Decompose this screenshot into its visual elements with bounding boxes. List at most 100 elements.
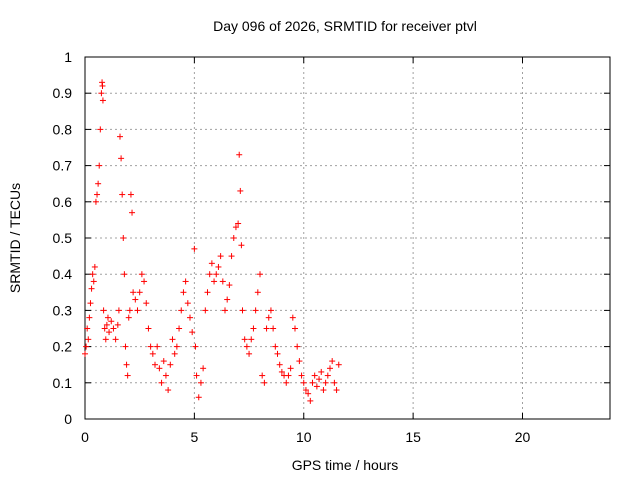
y-tick-label: 0.3 [53,302,73,318]
y-tick-label: 0.8 [53,121,73,137]
data-point [278,368,285,375]
data-point [125,314,132,321]
data-point [320,387,327,394]
data-point [184,300,191,307]
data-point [276,361,283,368]
data-point [89,271,96,278]
data-point [296,358,303,365]
data-point [333,387,340,394]
data-point [94,191,101,198]
data-point [197,379,204,386]
data-point [145,325,152,332]
data-point [147,343,154,350]
data-point [252,307,259,314]
data-points [82,79,342,404]
data-point [331,379,338,386]
data-point [169,336,176,343]
data-point [274,350,281,357]
grid-lines [85,57,610,419]
data-point [250,325,257,332]
data-point [95,180,102,187]
chart-title: Day 096 of 2026, SRMTID for receiver ptv… [213,18,477,34]
data-point [257,271,263,278]
data-point [156,365,163,372]
data-point [241,336,248,343]
axis-ticks: 0 5 10 15 20 0 0.1 0.2 0.3 0.4 0.5 0.6 0.7 0.8 0.9 1 [53,49,610,445]
y-tick-label: 0.2 [53,339,73,355]
data-point [180,289,187,296]
y-tick-label: 1 [64,49,72,65]
data-point [289,314,296,321]
data-point [283,379,290,386]
data-point [110,325,117,332]
data-point [329,358,336,365]
data-point [192,343,199,350]
data-point [287,365,294,372]
data-point [165,387,172,394]
data-point [189,329,196,336]
data-point [99,97,106,104]
data-point [82,350,88,357]
data-point [160,358,167,365]
data-point [154,343,161,350]
data-point [222,307,228,314]
data-point [101,325,108,332]
data-point [193,372,200,379]
data-point [322,379,329,386]
data-point [90,278,97,285]
data-point [300,379,307,386]
data-point [298,372,305,379]
data-point [114,321,121,328]
data-point [213,271,220,278]
data-point [208,260,215,267]
data-point [202,307,209,314]
data-point [311,372,318,379]
data-point [248,336,255,343]
data-point [226,282,233,289]
data-point [217,253,224,260]
data-point [261,379,268,386]
data-point [103,321,110,328]
data-point [318,368,325,375]
data-point [267,307,274,314]
data-point [246,350,253,357]
data-point [126,307,133,314]
data-point [187,314,193,321]
y-axis-label: SRMTID / TECUs [7,183,23,293]
data-point [119,191,126,198]
data-point [335,361,342,368]
data-point [141,278,148,285]
data-point [285,372,292,379]
data-point [98,90,105,97]
data-point [92,198,99,205]
y-tick-label: 0.1 [53,375,73,391]
data-point [118,155,125,162]
data-point [171,350,178,357]
data-point [83,343,90,350]
data-point [236,151,243,158]
x-tick-label: 5 [190,429,198,445]
data-point [270,325,277,332]
data-point [158,379,165,386]
data-point [324,372,331,379]
y-tick-label: 0 [64,411,72,427]
data-point [121,271,128,278]
data-point [134,307,141,314]
data-point [122,343,129,350]
data-point [108,318,115,325]
y-tick-label: 0.7 [53,158,73,174]
data-point [127,191,134,198]
data-point [84,325,91,332]
data-point [200,365,207,372]
data-point [162,372,169,379]
data-point [99,82,106,89]
y-tick-label: 0.6 [53,194,73,210]
data-point [104,314,111,321]
data-point [292,325,298,332]
data-point [176,325,183,332]
data-point [100,307,107,314]
data-point [263,325,270,332]
x-axis-label: GPS time / hours [292,457,399,473]
x-tick-label: 15 [405,429,421,445]
